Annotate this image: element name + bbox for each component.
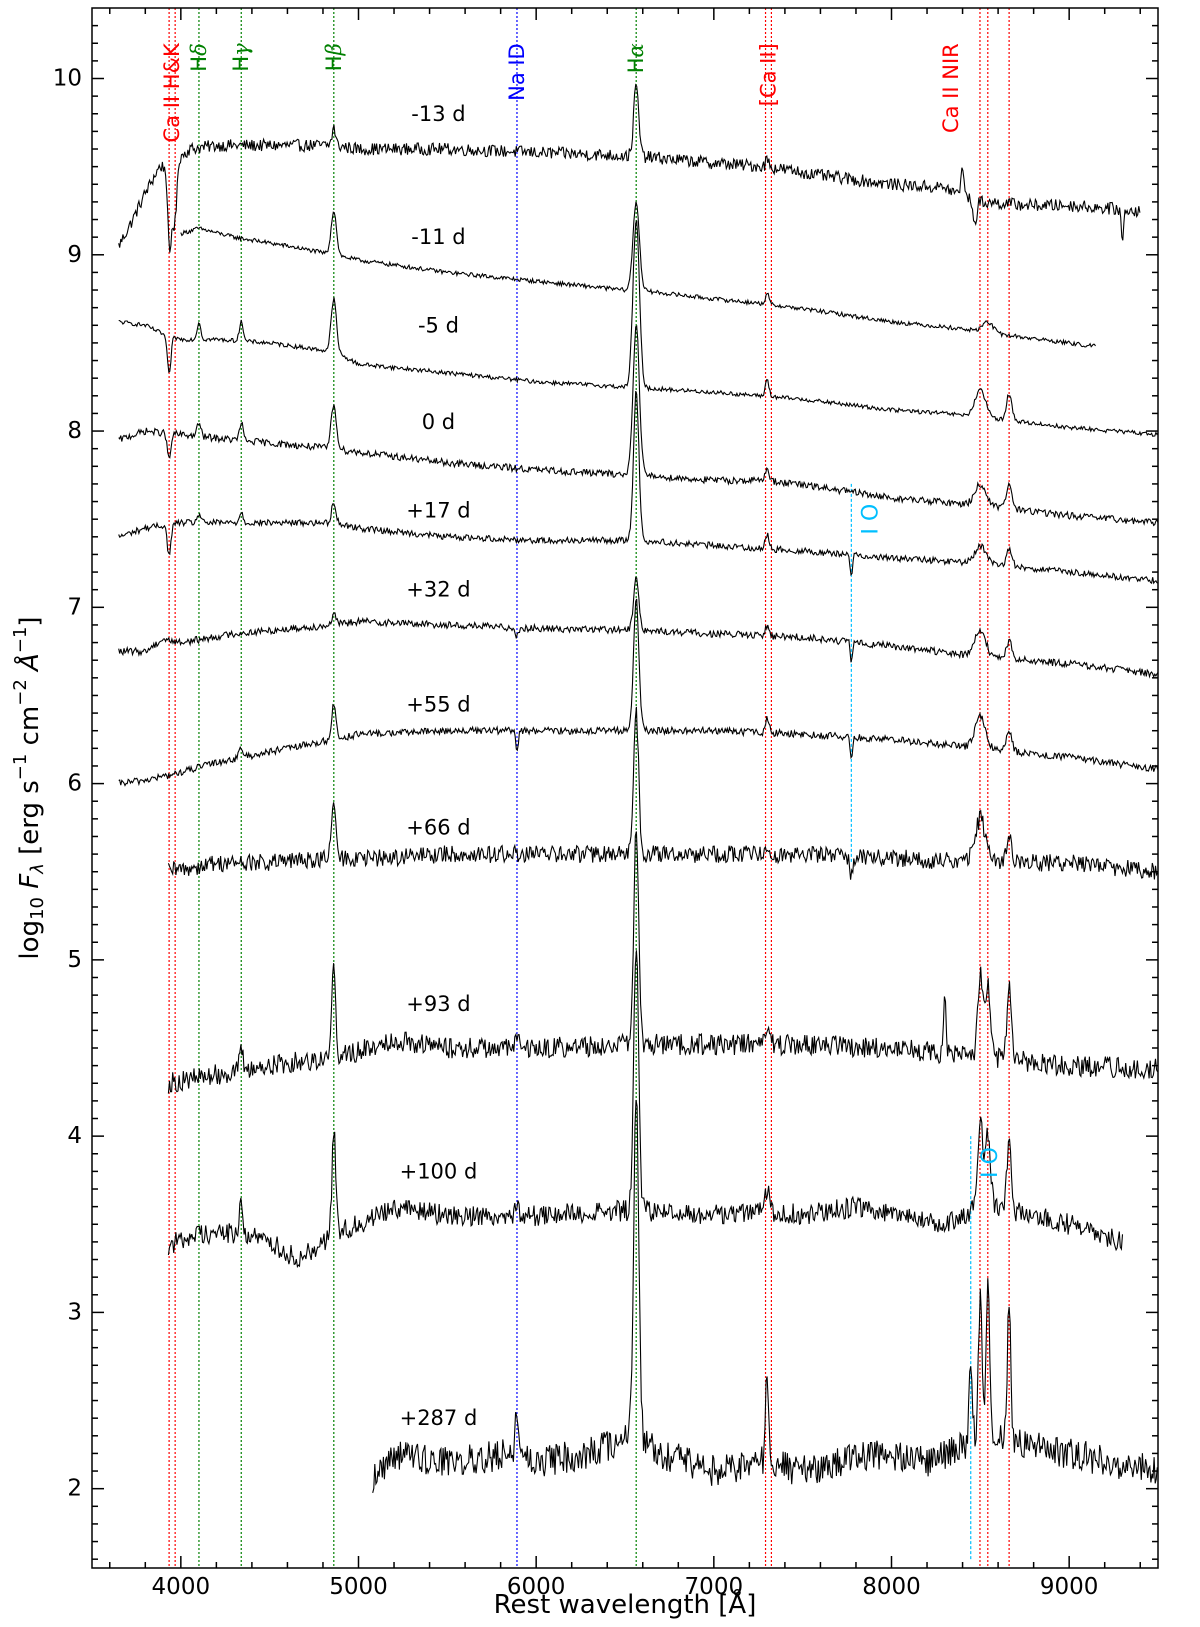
x-tick-label: 6000 xyxy=(507,1574,566,1600)
axes: 4000 5000 6000 7000 8000 9000 2 3 4 5 6 7 8 9 10 Rest w… xyxy=(10,7,1159,1620)
epoch-label: +55 d xyxy=(406,692,470,716)
y-tick-label: 2 xyxy=(67,1476,82,1502)
line-id-label: Hα xyxy=(624,43,648,73)
epoch-label: +66 d xyxy=(406,816,470,840)
plot-frame xyxy=(91,7,1159,1569)
y-tick-label: 3 xyxy=(67,1299,82,1325)
y-axis-label: log10 Fλ [erg s−1 cm−2 Å−1] xyxy=(10,616,48,959)
x-axis-label: Rest wavelength [Å] xyxy=(494,1588,757,1620)
spectrum-4 xyxy=(118,390,1159,585)
oi-marker-label: O I xyxy=(855,504,880,535)
epoch-label: -5 d xyxy=(418,313,459,337)
line-id-label: [Ca II] xyxy=(756,43,780,106)
x-tick-label: 8000 xyxy=(862,1574,921,1600)
spectrum-3 xyxy=(118,325,1159,527)
epoch-label: 0 d xyxy=(422,410,455,434)
y-tick-label: 4 xyxy=(67,1123,82,1149)
spectrum-9 xyxy=(167,950,1124,1269)
epoch-label: -11 d xyxy=(411,225,465,249)
y-tick-label: 7 xyxy=(67,594,82,620)
y-tick-label: 5 xyxy=(67,947,82,973)
line-id-label: Hβ xyxy=(322,43,346,71)
spectrum-0 xyxy=(118,83,1141,253)
annotation-labels: Ca II H&K Hδ Hγ Hβ Na ID Hα [Ca II] Ca II NIR O … xyxy=(160,42,999,1430)
spectrum-2 xyxy=(118,220,1159,437)
epoch-label: +100 d xyxy=(400,1159,478,1183)
y-tick-label: 9 xyxy=(67,242,82,268)
epoch-label: +17 d xyxy=(406,498,470,522)
x-tick-label: 5000 xyxy=(329,1574,388,1600)
line-id-label: Hγ xyxy=(229,43,253,72)
spectrum-7 xyxy=(167,706,1159,880)
spectrum-5 xyxy=(118,576,1159,679)
epoch-label: +287 d xyxy=(400,1406,478,1430)
spectrum-8 xyxy=(167,831,1159,1094)
y-tick-label: 10 xyxy=(53,66,82,92)
line-id-label: Hδ xyxy=(187,43,211,71)
x-tick-label: 9000 xyxy=(1040,1574,1099,1600)
y-tick-label: 6 xyxy=(67,771,82,797)
x-tick-label: 4000 xyxy=(152,1574,211,1600)
spectrum-1 xyxy=(180,201,1096,348)
line-id-label: Ca II H&K xyxy=(160,42,184,142)
spectrum-10 xyxy=(372,1099,1158,1494)
spectra-series xyxy=(118,83,1159,1494)
line-id-label: Ca II NIR xyxy=(939,43,963,133)
y-tick-label: 8 xyxy=(67,418,82,444)
epoch-label: +93 d xyxy=(406,992,470,1016)
oi-marker-label: O I xyxy=(974,1147,999,1178)
spectrum-6 xyxy=(118,598,1159,787)
line-id-label: Na ID xyxy=(505,43,529,101)
epoch-label: +32 d xyxy=(406,578,470,602)
x-tick-label: 7000 xyxy=(685,1574,744,1600)
epoch-label: -13 d xyxy=(411,102,465,126)
